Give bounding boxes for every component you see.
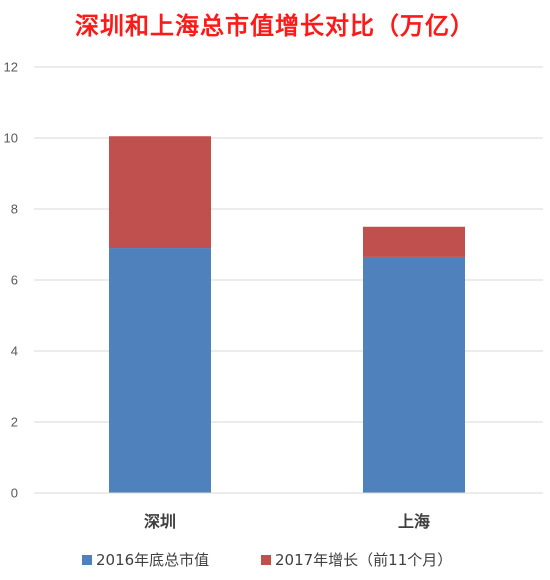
legend-label: 2016年底总市值 [96,551,209,569]
bars [109,136,465,493]
legend: 2016年底总市值 2017年增长（前11个月） [82,551,452,569]
y-tick-label: 8 [11,202,18,217]
y-tick-label: 0 [11,486,18,501]
x-category-label: 深圳 [144,512,176,531]
y-axis-ticks: 0 2 4 6 8 10 12 [4,60,18,501]
y-tick-label: 12 [4,60,18,75]
y-tick-label: 2 [11,415,18,430]
y-tick-label: 6 [11,273,18,288]
chart-title: 深圳和上海总市值增长对比（万亿） [75,12,475,40]
bar-segment [109,136,211,249]
bar-segment [363,226,465,257]
bar-segment [363,256,465,493]
y-tick-label: 10 [4,131,18,146]
legend-label: 2017年增长（前11个月） [275,551,452,569]
bar-segment [109,248,211,493]
legend-swatch [82,555,92,565]
x-category-label: 上海 [398,512,430,531]
legend-swatch [261,555,271,565]
y-tick-label: 4 [11,344,18,359]
category-labels: 深圳 上海 [144,512,430,531]
